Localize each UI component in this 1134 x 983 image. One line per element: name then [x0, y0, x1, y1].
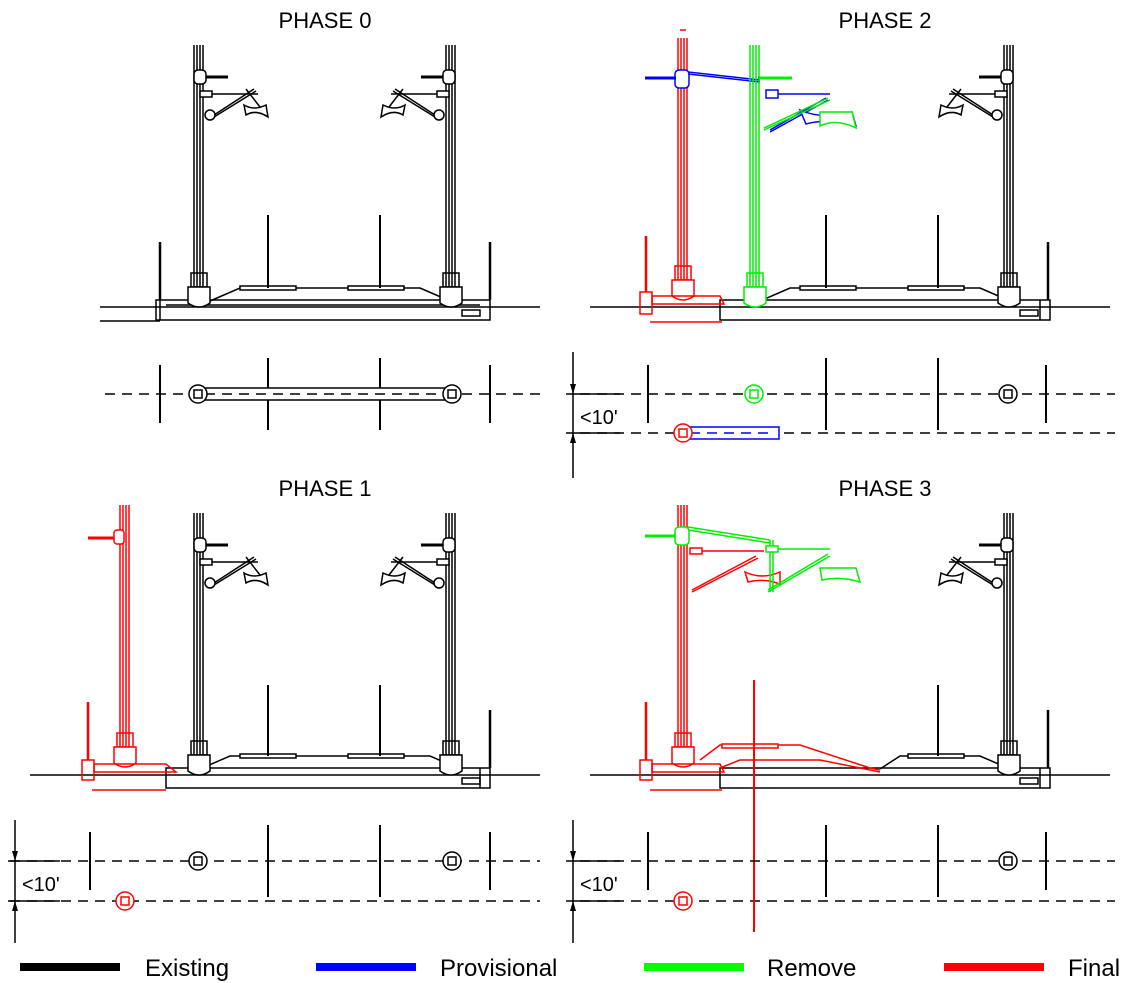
- legend-label-final: Final: [1068, 955, 1120, 982]
- phase-2-elevation: [590, 29, 1110, 323]
- phase-1-elevation: [30, 504, 540, 791]
- legend-label-remove: Remove: [767, 955, 856, 982]
- panel-title-phase-0: PHASE 0: [279, 8, 372, 33]
- legend-swatch-existing: [20, 963, 120, 971]
- phase-0-elevation: [100, 44, 540, 322]
- panel-title-phase-1: PHASE 1: [279, 476, 372, 501]
- legend: Existing Provisional Remove Final: [20, 955, 1120, 982]
- panel-title-phase-2: PHASE 2: [839, 8, 932, 33]
- legend-swatch-final: [944, 963, 1044, 971]
- legend-label-existing: Existing: [145, 955, 229, 982]
- panel-title-phase-3: PHASE 3: [839, 476, 932, 501]
- legend-swatch-remove: [644, 963, 744, 971]
- phase-3-plan: [566, 820, 1115, 943]
- legend-label-provisional: Provisional: [440, 955, 557, 982]
- phase-0-plan: [105, 358, 540, 430]
- dimension-label-phase-3: <10': [580, 874, 618, 896]
- phase-3-elevation: [590, 504, 1110, 932]
- phase-1-plan: [8, 820, 540, 943]
- dimension-label-phase-1: <10': [22, 874, 60, 896]
- phase-2-plan: [566, 352, 1115, 478]
- legend-swatch-provisional: [316, 963, 416, 971]
- dimension-label-phase-2: <10': [580, 407, 618, 429]
